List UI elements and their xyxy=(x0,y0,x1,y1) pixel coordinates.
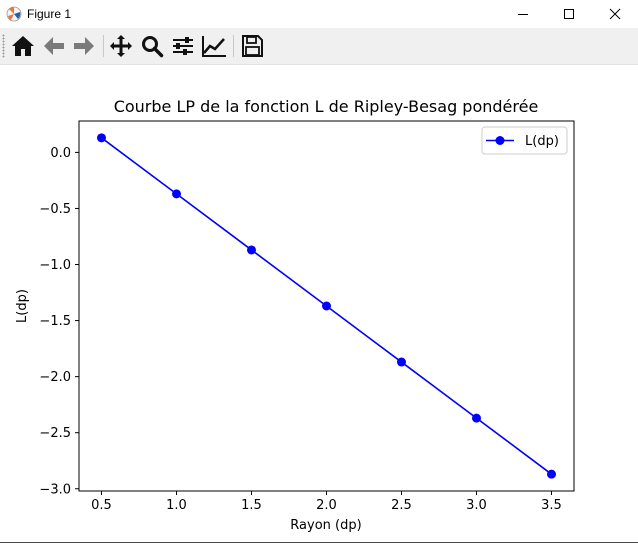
toolbar-separator xyxy=(103,35,104,57)
axes-frame xyxy=(78,120,575,492)
edit-axis-icon xyxy=(202,36,226,57)
y-tick-label: −0.5 xyxy=(39,202,71,217)
x-tick-label: 3.5 xyxy=(541,498,562,513)
window-title: Figure 1 xyxy=(27,7,72,21)
ticks-layer: 0.5 1.0 1.5 2.0 2.5 3.0 3.5 0.0 −0.5 −1.0 −1.5 −2.0… xyxy=(39,146,561,513)
pan-button[interactable] xyxy=(107,32,135,60)
x-tick-label: 0.5 xyxy=(91,498,112,513)
y-tick-label: −2.0 xyxy=(39,370,71,385)
data-point[interactable] xyxy=(172,189,181,199)
x-axis-label: Rayon (dp) xyxy=(290,518,361,533)
x-tick-label: 2.5 xyxy=(391,498,412,513)
configure-subplots-button[interactable] xyxy=(169,32,197,60)
configure-subplots-icon xyxy=(173,37,193,55)
edit-axis-button[interactable] xyxy=(200,32,228,60)
data-point[interactable] xyxy=(97,133,106,143)
close-button[interactable] xyxy=(592,0,638,28)
x-tick-label: 1.0 xyxy=(166,498,187,513)
close-icon xyxy=(609,8,621,20)
minimize-icon xyxy=(518,14,528,15)
forward-button[interactable] xyxy=(70,32,98,60)
pan-icon xyxy=(110,35,132,57)
chart-title: Courbe LP de la fonction L de Ripley-Bes… xyxy=(114,97,539,116)
y-tick-label: −2.5 xyxy=(39,426,71,441)
legend-label: L(dp) xyxy=(525,134,559,149)
data-point[interactable] xyxy=(322,301,331,311)
maximize-icon xyxy=(564,9,574,19)
figure-canvas[interactable]: Courbe LP de la fonction L de Ripley-Bes… xyxy=(0,65,638,543)
navigation-toolbar xyxy=(0,28,638,65)
save-button[interactable] xyxy=(238,32,266,60)
window-titlebar: Figure 1 xyxy=(0,0,638,28)
toolbar-grip[interactable] xyxy=(2,34,5,58)
x-tick-label: 1.5 xyxy=(241,498,262,513)
data-point[interactable] xyxy=(547,469,556,479)
legend-marker xyxy=(495,136,505,145)
data-point[interactable] xyxy=(397,357,406,367)
zoom-button[interactable] xyxy=(138,32,166,60)
zoom-icon xyxy=(142,36,164,58)
minimize-button[interactable] xyxy=(500,0,546,28)
home-icon xyxy=(12,36,34,56)
y-tick-label: −1.5 xyxy=(39,314,71,329)
x-tick-label: 2.0 xyxy=(316,498,337,513)
y-axis-label: L(dp) xyxy=(15,289,30,323)
save-icon xyxy=(242,35,263,57)
data-point[interactable] xyxy=(472,413,481,423)
y-tick-label: −3.0 xyxy=(39,482,71,497)
line-chart: Courbe LP de la fonction L de Ripley-Bes… xyxy=(15,97,575,533)
matplotlib-app-icon xyxy=(6,6,22,22)
y-tick-label: −1.0 xyxy=(39,258,71,273)
legend: L(dp) xyxy=(481,126,568,155)
back-icon xyxy=(44,37,64,55)
x-tick-label: 3.0 xyxy=(466,498,487,513)
y-tick-label: 0.0 xyxy=(50,146,71,161)
maximize-button[interactable] xyxy=(546,0,592,28)
window-bottom-border xyxy=(0,542,638,543)
series-layer xyxy=(97,133,556,479)
legend-box xyxy=(481,126,568,155)
toolbar-separator xyxy=(233,35,234,57)
forward-icon xyxy=(74,37,94,55)
back-button[interactable] xyxy=(40,32,68,60)
home-button[interactable] xyxy=(9,32,37,60)
data-point[interactable] xyxy=(247,245,256,255)
